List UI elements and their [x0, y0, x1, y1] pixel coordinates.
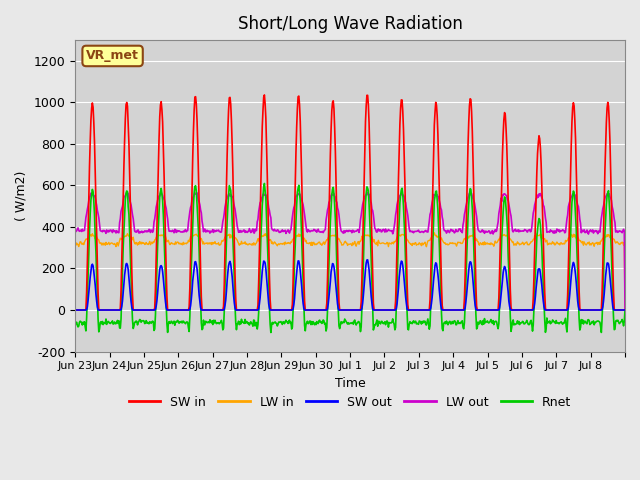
LW out — [285, 229, 292, 235]
Rnet — [71, 319, 79, 325]
LW in — [71, 241, 79, 247]
Rnet — [408, 321, 416, 326]
LW out — [408, 228, 415, 234]
LW out — [264, 200, 272, 205]
LW out — [237, 228, 244, 233]
Rnet — [265, 276, 273, 282]
SW out — [71, 307, 79, 313]
LW in — [264, 236, 272, 241]
SW out — [264, 293, 272, 299]
SW out — [408, 307, 415, 313]
Rnet — [267, 330, 275, 336]
Line: SW out: SW out — [75, 260, 625, 310]
SW out — [621, 307, 629, 313]
Line: Rnet: Rnet — [75, 183, 625, 333]
SW in — [71, 307, 79, 313]
SW out — [364, 257, 371, 263]
LW in — [621, 307, 629, 313]
SW out — [438, 307, 446, 313]
LW in — [285, 240, 292, 245]
LW in — [431, 230, 438, 236]
LW in — [237, 241, 244, 247]
X-axis label: Time: Time — [335, 377, 365, 390]
SW in — [621, 307, 629, 313]
LW out — [71, 229, 79, 235]
Text: VR_met: VR_met — [86, 49, 139, 62]
Title: Short/Long Wave Radiation: Short/Long Wave Radiation — [237, 15, 463, 33]
SW in — [438, 302, 446, 308]
SW out — [237, 307, 244, 313]
SW in — [408, 307, 415, 313]
LW out — [621, 307, 629, 313]
Rnet — [286, 321, 294, 326]
Line: LW in: LW in — [75, 233, 625, 310]
Rnet — [136, 317, 143, 323]
SW out — [285, 307, 292, 313]
SW in — [136, 307, 143, 313]
LW in — [407, 241, 415, 247]
LW out — [364, 189, 371, 195]
Y-axis label: ( W/m2): ( W/m2) — [15, 170, 28, 221]
Rnet — [237, 321, 244, 327]
Rnet — [260, 180, 268, 186]
SW out — [136, 307, 143, 313]
Legend: SW in, LW in, SW out, LW out, Rnet: SW in, LW in, SW out, LW out, Rnet — [124, 391, 576, 414]
SW in — [237, 307, 244, 313]
Rnet — [439, 328, 447, 334]
LW out — [136, 229, 143, 235]
SW in — [260, 92, 268, 98]
LW in — [438, 237, 446, 243]
Line: SW in: SW in — [75, 95, 625, 310]
Rnet — [621, 307, 629, 313]
LW out — [438, 214, 446, 220]
Line: LW out: LW out — [75, 192, 625, 310]
SW in — [265, 239, 273, 244]
SW in — [285, 307, 293, 313]
LW in — [136, 239, 143, 244]
